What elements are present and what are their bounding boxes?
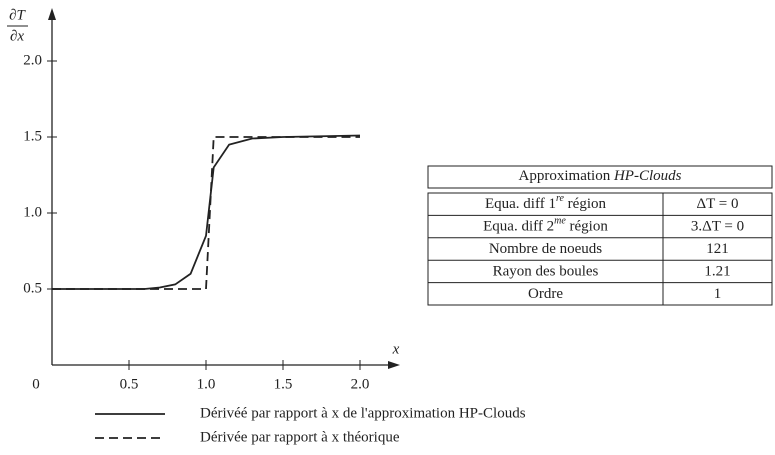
x-tick-label: 0.5: [120, 376, 139, 392]
cell-tail: région: [566, 219, 609, 235]
x-tick-label: 1.0: [197, 376, 216, 392]
cell-text: Ordre: [528, 286, 563, 302]
cell-text: 1: [714, 286, 722, 302]
legend-label: Dérivée par rapport à x théorique: [200, 429, 400, 445]
cell-text: Equa. diff 1: [485, 197, 556, 213]
cell-text: 121: [706, 241, 729, 257]
table-box: [427, 192, 773, 306]
table-title-box: [427, 165, 773, 189]
table: Approximation HP-Clouds Equa. diff 1re ré…: [427, 165, 773, 306]
table-cell: 3.ΔT = 0: [691, 219, 744, 235]
cell-text: ΔT = 0: [697, 197, 739, 213]
table-cell: Nombre de noeuds: [489, 241, 602, 257]
table-cell: Equa. diff 2me région: [483, 216, 608, 235]
cell-text: Equa. diff 2: [483, 219, 554, 235]
y-tick-label: 1.0: [23, 204, 42, 220]
x-tick-label: 1.5: [274, 376, 293, 392]
y-tick-label: 0.5: [23, 280, 42, 296]
cell-sup: re: [556, 193, 565, 204]
series-line: [52, 136, 360, 290]
y-label-den: ∂x: [10, 28, 24, 44]
origin-label: 0: [32, 376, 40, 392]
table-title: Approximation HP-Clouds: [519, 168, 682, 184]
cell-text: 3.ΔT = 0: [691, 219, 744, 235]
x-tick-label: 2.0: [351, 376, 370, 392]
cell-tail: région: [564, 197, 607, 213]
y-label-num: ∂T: [9, 7, 26, 23]
y-tick-label: 2.0: [23, 52, 42, 68]
table-cell: Equa. diff 1re région: [485, 193, 607, 212]
table-title-italic: HP-Clouds: [613, 168, 682, 184]
table-cell: Ordre: [528, 286, 563, 302]
cell-text: Nombre de noeuds: [489, 241, 602, 257]
x-label: x: [392, 341, 400, 357]
table-cell: ΔT = 0: [697, 197, 739, 213]
table-cell: 1.21: [704, 264, 730, 280]
cell-sup: me: [554, 216, 566, 227]
table-title-text: Approximation: [519, 168, 614, 184]
legend-label: Dérivéé par rapport à x de l'approximati…: [200, 405, 526, 421]
y-tick-label: 1.5: [23, 128, 42, 144]
table-cell: Rayon des boules: [493, 264, 599, 280]
cell-text: Rayon des boules: [493, 264, 599, 280]
table-cell: 121: [706, 241, 729, 257]
table-cell: 1: [714, 286, 722, 302]
series-line: [52, 134, 361, 290]
cell-text: 1.21: [704, 264, 730, 280]
